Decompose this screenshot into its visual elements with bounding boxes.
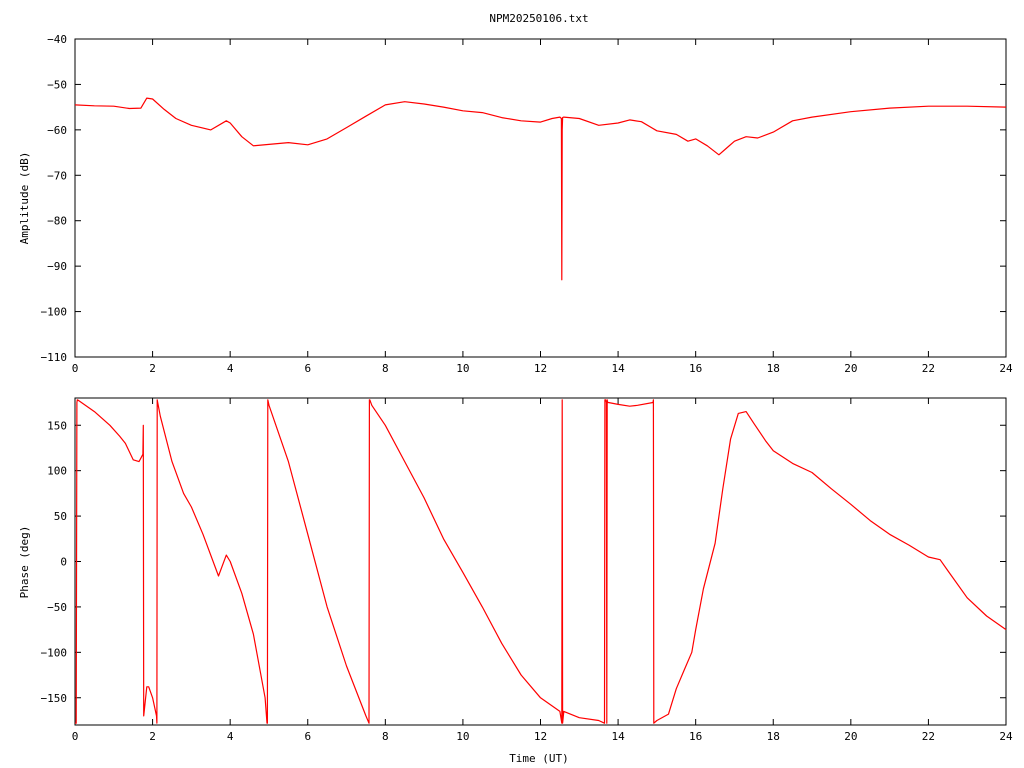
amplitude-y-tick-label-0: −40 — [47, 33, 67, 46]
amplitude-ticks: 0 2 4 6 8 10 12 14 16 18 20 22 24−40−50−60−70−80−90−… — [41, 33, 1013, 375]
phase-y-tick-label-0: 150 — [47, 419, 67, 432]
phase-x-tick-label-1: 2 — [149, 730, 156, 743]
phase-x-tick-label-7: 14 — [611, 730, 625, 743]
amplitude-series-line-0 — [74, 97, 1007, 281]
amplitude-panel: 0 2 4 6 8 10 12 14 16 18 20 22 24−40−50−60−70−80−90−… — [18, 33, 1013, 375]
phase-panel: 0 2 4 6 8 10 12 14 16 18 20 22 24150100500−50−100−15… — [18, 397, 1013, 765]
amplitude-x-tick-label-1: 2 — [149, 362, 156, 375]
chart-title: NPM20250106.txt — [489, 12, 588, 25]
phase-trace — [75, 399, 1007, 724]
amplitude-x-tick-label-2: 4 — [227, 362, 234, 375]
phase-axis-label: Phase (deg) — [18, 526, 31, 599]
phase-plot-frame — [74, 397, 1007, 726]
amplitude-x-tick-label-4: 8 — [382, 362, 389, 375]
phase-x-tick-label-2: 4 — [227, 730, 234, 743]
amplitude-y-tick-label-7: −110 — [41, 351, 68, 364]
phase-y-tick-label-6: −150 — [41, 692, 68, 705]
amplitude-plot-frame — [74, 38, 1007, 358]
phase-series-line-0 — [75, 399, 1007, 724]
amplitude-x-tick-label-3: 6 — [304, 362, 311, 375]
phase-y-tick-label-1: 100 — [47, 465, 67, 478]
phase-x-tick-label-0: 0 — [72, 730, 79, 743]
amplitude-x-tick-label-12: 24 — [999, 362, 1013, 375]
amplitude-trace — [74, 97, 1007, 281]
phase-ticks: 0 2 4 6 8 10 12 14 16 18 20 22 24150100500−50−100−15… — [41, 398, 1013, 743]
phase-x-tick-label-10: 20 — [844, 730, 857, 743]
time-axis-label: Time (UT) — [509, 752, 569, 765]
amplitude-y-tick-label-6: −100 — [41, 306, 68, 319]
phase-x-tick-label-6: 12 — [534, 730, 547, 743]
amplitude-y-tick-label-1: −50 — [47, 78, 67, 91]
phase-y-tick-label-2: 50 — [54, 510, 67, 523]
phase-x-tick-label-5: 10 — [456, 730, 469, 743]
amplitude-y-tick-label-5: −90 — [47, 260, 67, 273]
amplitude-x-tick-label-0: 0 — [72, 362, 79, 375]
amplitude-x-tick-label-5: 10 — [456, 362, 469, 375]
phase-y-tick-label-3: 0 — [60, 556, 67, 569]
amplitude-x-tick-label-8: 16 — [689, 362, 702, 375]
amplitude-x-tick-label-11: 22 — [922, 362, 935, 375]
phase-x-tick-label-9: 18 — [767, 730, 780, 743]
phase-x-tick-label-3: 6 — [304, 730, 311, 743]
phase-y-tick-label-5: −100 — [41, 646, 68, 659]
amplitude-x-tick-label-10: 20 — [844, 362, 857, 375]
phase-x-tick-label-4: 8 — [382, 730, 389, 743]
phase-x-tick-label-8: 16 — [689, 730, 702, 743]
phase-x-tick-label-12: 24 — [999, 730, 1013, 743]
amplitude-x-tick-label-7: 14 — [611, 362, 625, 375]
amplitude-y-tick-label-3: −70 — [47, 169, 67, 182]
amplitude-x-tick-label-6: 12 — [534, 362, 547, 375]
amplitude-axis-label: Amplitude (dB) — [18, 152, 31, 245]
amplitude-y-tick-label-4: −80 — [47, 215, 67, 228]
phase-x-tick-label-11: 22 — [922, 730, 935, 743]
phase-y-tick-label-4: −50 — [47, 601, 67, 614]
amplitude-x-tick-label-9: 18 — [767, 362, 780, 375]
amplitude-y-tick-label-2: −60 — [47, 124, 67, 137]
